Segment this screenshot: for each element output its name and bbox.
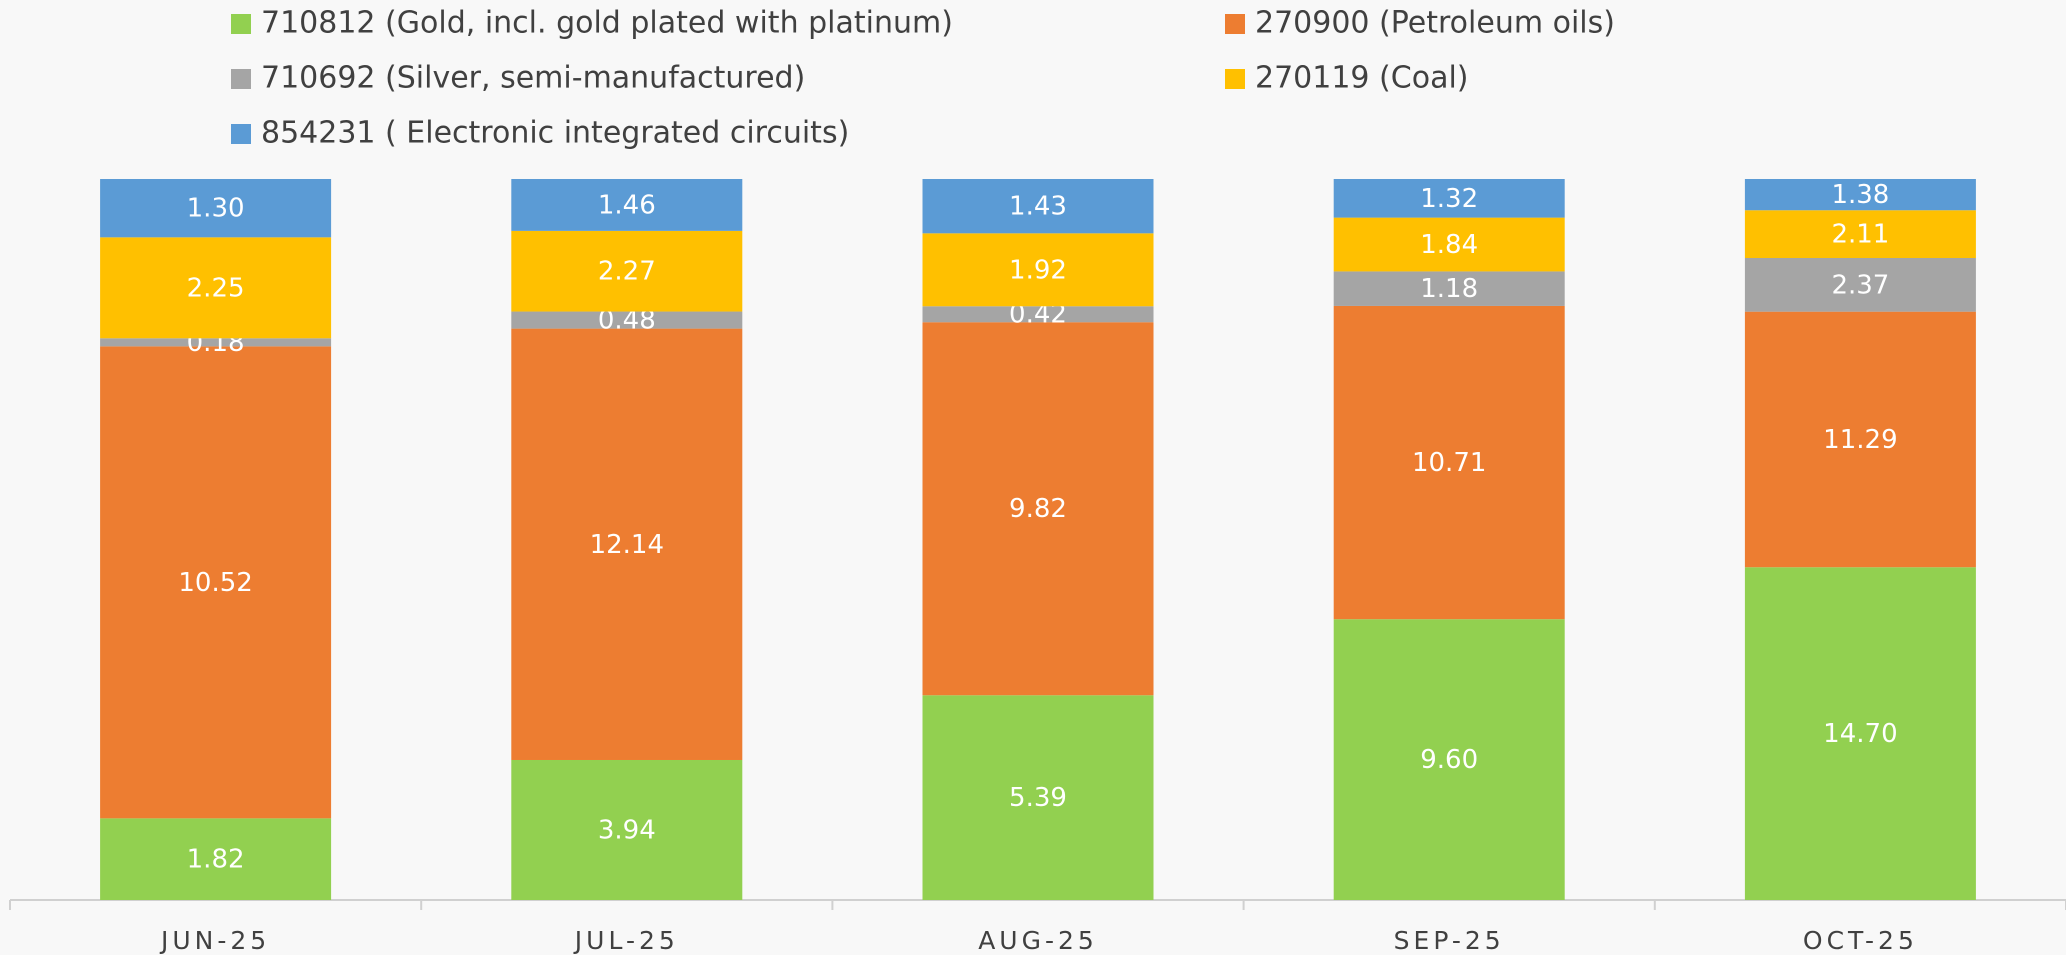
x-tick-label: JUL-25 [573, 926, 679, 955]
bar-segment [1333, 305, 1565, 620]
data-label: 1.92 [1009, 255, 1067, 285]
data-label: 2.37 [1831, 270, 1889, 300]
legend-label: 710812 (Gold, incl. gold plated with pla… [261, 6, 953, 41]
bar-segment [1744, 210, 1976, 259]
data-label: 1.82 [187, 845, 245, 875]
bar-segment [922, 306, 1154, 323]
bar-segment [1744, 311, 1976, 568]
legend-label: 710692 (Silver, semi-manufactured) [261, 61, 805, 96]
x-tick-label: SEP-25 [1394, 926, 1505, 955]
bar-segment [511, 759, 743, 900]
bar-segment [100, 346, 332, 819]
data-label: 2.27 [598, 257, 656, 287]
bar-segment [100, 179, 332, 238]
data-label: 9.82 [1009, 494, 1067, 524]
data-label: 1.46 [598, 190, 656, 220]
data-label: 10.52 [178, 568, 252, 598]
legend-swatch [1225, 69, 1245, 89]
data-label: 12.14 [590, 530, 664, 560]
bar-segment [1744, 179, 1976, 211]
legend-swatch [231, 14, 251, 34]
data-label: 14.70 [1823, 719, 1897, 749]
bar-segment [1333, 619, 1565, 900]
data-label: 1.84 [1420, 230, 1478, 260]
data-label: 3.94 [598, 815, 656, 845]
bar-segment [511, 179, 743, 231]
bar-segment [511, 328, 743, 760]
x-tick-label: JUN-25 [159, 926, 270, 955]
legend-swatch [231, 69, 251, 89]
data-label: 5.39 [1009, 783, 1067, 813]
legend-swatch [1225, 14, 1245, 34]
x-tick-label: AUG-25 [978, 926, 1098, 955]
data-label: 2.11 [1831, 220, 1889, 250]
data-label: 1.43 [1009, 192, 1067, 222]
legend-swatch [231, 124, 251, 144]
bar-segment [922, 233, 1154, 307]
bar-segment [922, 179, 1154, 234]
bar-segment [100, 338, 332, 347]
bar-segment [100, 237, 332, 339]
data-label: 10.71 [1412, 448, 1486, 478]
legend-label: 270900 (Petroleum oils) [1255, 6, 1615, 41]
data-label: 11.29 [1823, 425, 1897, 455]
data-label: 1.18 [1420, 274, 1478, 304]
data-label: 2.25 [187, 273, 245, 303]
data-label: 1.38 [1831, 180, 1889, 210]
bar-segment [511, 230, 743, 312]
bar-segment [1333, 179, 1565, 218]
legend-label: 854231 ( Electronic integrated circuits) [261, 116, 849, 151]
data-label: 1.32 [1420, 184, 1478, 214]
bar-segment [1744, 258, 1976, 312]
data-label: 9.60 [1420, 745, 1478, 775]
bar-segment [922, 322, 1154, 696]
bar-segment [100, 818, 332, 900]
bar-segment [1744, 567, 1976, 900]
x-tick-label: OCT-25 [1803, 926, 1918, 955]
bar-segment [1333, 217, 1565, 272]
bar-segment [1333, 271, 1565, 306]
data-label: 1.30 [187, 194, 245, 224]
bar-segment [511, 311, 743, 329]
bar-segment [922, 695, 1154, 900]
legend-label: 270119 (Coal) [1255, 61, 1469, 96]
